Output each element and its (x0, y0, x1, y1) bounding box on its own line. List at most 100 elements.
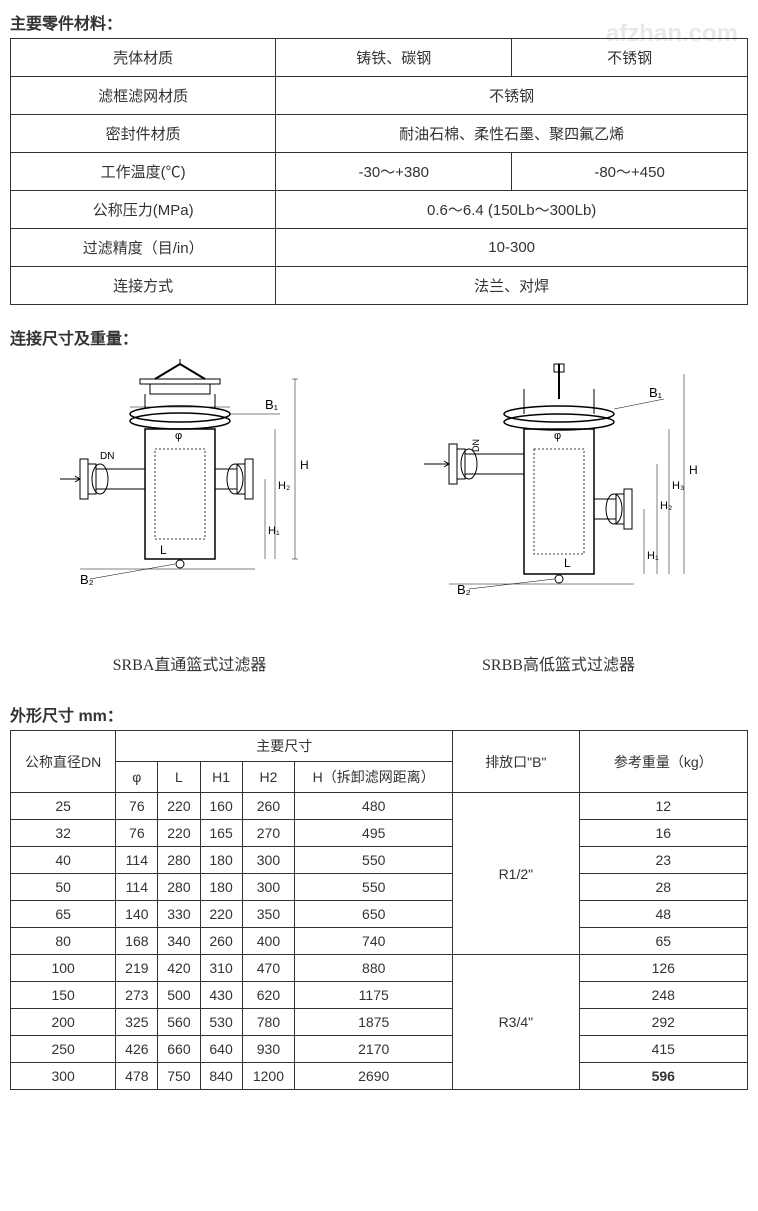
h2-label: H₂ (278, 480, 290, 492)
dim-cell-l: 280 (158, 874, 200, 901)
material-value: 法兰、对焊 (276, 267, 748, 305)
material-label: 公称压力(MPa) (11, 191, 276, 229)
header-dn: 公称直径DN (11, 731, 116, 793)
dim-cell-h: 550 (295, 874, 453, 901)
dim-cell-h1: 160 (200, 793, 242, 820)
dim-cell-phi: 114 (116, 874, 158, 901)
dim-cell-h2: 1200 (242, 1063, 295, 1090)
header-b: 排放口"B" (453, 731, 579, 793)
diagram-left-label: SRBA直通篮式过滤器 (50, 651, 330, 675)
dim-cell-l: 280 (158, 847, 200, 874)
material-value: -80～+450 (512, 153, 748, 191)
dn-label-r: DN (471, 439, 481, 452)
material-value: 不锈钢 (512, 39, 748, 77)
b1-label: B₁ (265, 397, 279, 412)
dim-weight: 28 (579, 874, 748, 901)
dim-weight: 292 (579, 1009, 748, 1036)
dim-cell-phi: 76 (116, 793, 158, 820)
dim-cell-h2: 270 (242, 820, 295, 847)
dim-b-value: R1/2" (453, 793, 579, 955)
material-value: 不锈钢 (276, 77, 748, 115)
dim-cell-phi: 114 (116, 847, 158, 874)
dim-cell-h2: 470 (242, 955, 295, 982)
material-value: -30～+380 (276, 153, 512, 191)
dim-b-value: R3/4" (453, 955, 579, 1090)
dim-cell-h1: 640 (200, 1036, 242, 1063)
material-label: 滤框滤网材质 (11, 77, 276, 115)
dim-cell-h2: 400 (242, 928, 295, 955)
dim-cell-dn: 50 (11, 874, 116, 901)
material-value: 铸铁、碳钢 (276, 39, 512, 77)
dim-cell-h1: 310 (200, 955, 242, 982)
diagram-left: φ B₁ DN B₂ (50, 359, 330, 675)
dim-cell-l: 660 (158, 1036, 200, 1063)
dim-cell-phi: 219 (116, 955, 158, 982)
dim-cell-h1: 260 (200, 928, 242, 955)
dim-cell-dn: 100 (11, 955, 116, 982)
dim-weight: 126 (579, 955, 748, 982)
dim-weight: 12 (579, 793, 748, 820)
dim-cell-l: 750 (158, 1063, 200, 1090)
dim-cell-phi: 426 (116, 1036, 158, 1063)
l-label: L (160, 543, 167, 557)
header-main: 主要尺寸 (116, 731, 453, 762)
dim-cell-l: 560 (158, 1009, 200, 1036)
material-label: 工作温度(℃) (11, 153, 276, 191)
dim-cell-dn: 40 (11, 847, 116, 874)
h1-label: H₁ (268, 525, 280, 537)
dim-cell-h: 480 (295, 793, 453, 820)
dim-cell-phi: 76 (116, 820, 158, 847)
h2-label-r: H₂ (660, 500, 672, 512)
dim-cell-h: 880 (295, 955, 453, 982)
dim-cell-phi: 325 (116, 1009, 158, 1036)
dim-cell-phi: 478 (116, 1063, 158, 1090)
dim-cell-h2: 300 (242, 874, 295, 901)
phi-label: φ (175, 430, 182, 442)
dim-cell-dn: 65 (11, 901, 116, 928)
material-label: 壳体材质 (11, 39, 276, 77)
phi-label-r: φ (554, 430, 561, 442)
srbb-diagram: φ B₁ DN B₂ (409, 359, 709, 639)
dim-cell-h2: 930 (242, 1036, 295, 1063)
dim-weight: 23 (579, 847, 748, 874)
diagram-right-label: SRBB高低篮式过滤器 (409, 651, 709, 675)
dim-cell-dn: 25 (11, 793, 116, 820)
dim-cell-dn: 200 (11, 1009, 116, 1036)
header-weight: 参考重量（kg） (579, 731, 748, 793)
dim-cell-h1: 840 (200, 1063, 242, 1090)
dim-cell-h1: 180 (200, 874, 242, 901)
material-value: 10-300 (276, 229, 748, 267)
dimensions-table: 公称直径DN 主要尺寸 排放口"B" 参考重量（kg） φ L H1 H2 H（… (10, 730, 748, 1090)
b2-label: B₂ (80, 572, 94, 587)
b1-label-r: B₁ (649, 385, 663, 400)
dim-cell-h: 1875 (295, 1009, 453, 1036)
l-label-r: L (564, 556, 571, 570)
dim-cell-h: 2170 (295, 1036, 453, 1063)
material-value: 0.6～6.4 (150Lb～300Lb) (276, 191, 748, 229)
section3-title: 外形尺寸 mm： (10, 702, 748, 726)
dim-cell-h1: 430 (200, 982, 242, 1009)
h-label-r: H (689, 463, 698, 477)
dim-cell-h: 1175 (295, 982, 453, 1009)
dim-cell-h2: 300 (242, 847, 295, 874)
sub-phi: φ (116, 762, 158, 793)
h3-label-r: H₃ (672, 480, 684, 492)
h-label: H (300, 458, 309, 472)
dim-cell-dn: 80 (11, 928, 116, 955)
dim-cell-dn: 300 (11, 1063, 116, 1090)
dim-cell-h: 740 (295, 928, 453, 955)
dn-label: DN (100, 451, 114, 462)
dim-cell-h2: 260 (242, 793, 295, 820)
dim-cell-h1: 530 (200, 1009, 242, 1036)
dim-cell-l: 500 (158, 982, 200, 1009)
material-label: 密封件材质 (11, 115, 276, 153)
dim-cell-l: 420 (158, 955, 200, 982)
dim-cell-l: 330 (158, 901, 200, 928)
dim-weight: 596 (579, 1063, 748, 1090)
dim-cell-dn: 150 (11, 982, 116, 1009)
dim-cell-phi: 168 (116, 928, 158, 955)
dim-cell-h: 650 (295, 901, 453, 928)
materials-table: 壳体材质铸铁、碳钢不锈钢滤框滤网材质不锈钢密封件材质耐油石棉、柔性石墨、聚四氟乙… (10, 38, 748, 305)
dim-cell-h1: 220 (200, 901, 242, 928)
dim-cell-l: 220 (158, 820, 200, 847)
